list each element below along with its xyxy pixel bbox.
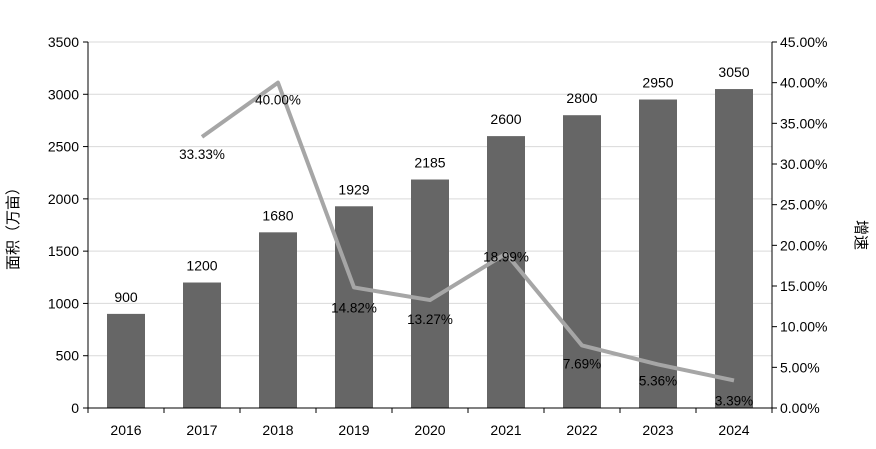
x-tick-label: 2018 (262, 422, 293, 438)
bar-data-label: 1680 (262, 207, 293, 223)
x-tick-label: 2017 (186, 422, 217, 438)
y2-tick-label: 30.00% (780, 156, 827, 172)
y-axis-label: 面积（万亩） (4, 180, 22, 270)
x-tick-label: 2016 (110, 422, 141, 438)
y-tick-label: 500 (56, 348, 80, 364)
x-tick-label: 2022 (566, 422, 597, 438)
y2-tick-label: 15.00% (780, 278, 827, 294)
y-tick-label: 1500 (48, 243, 79, 259)
label-layer: 900 1200 1680 1929 2185 2600 2800 2950 3050 33.33… (114, 64, 753, 408)
y2-tick-label: 20.00% (780, 237, 827, 253)
y2-tick-label: 35.00% (780, 115, 827, 131)
y-tick-label: 2000 (48, 191, 79, 207)
y2-tick-label: 0.00% (780, 400, 820, 416)
line-data-label: 5.36% (639, 373, 677, 388)
x-tick-label: 2021 (490, 422, 521, 438)
bar (563, 115, 601, 408)
bar-data-label: 3050 (718, 64, 749, 80)
line-data-label: 7.69% (563, 356, 601, 371)
y-tick-label: 1000 (48, 295, 79, 311)
bar (259, 232, 297, 408)
y2-tick-label: 5.00% (780, 359, 820, 375)
y2-tick-label: 10.00% (780, 319, 827, 335)
x-tick-label: 2019 (338, 422, 369, 438)
line-data-label: 18.99% (483, 250, 529, 265)
y2-tick-label: 25.00% (780, 197, 827, 213)
y-tick-label: 0 (71, 400, 79, 416)
line-data-label: 40.00% (255, 93, 301, 108)
line-data-label: 33.33% (179, 147, 225, 162)
bar (183, 282, 221, 408)
bar (107, 313, 145, 408)
y-tick-label: 2500 (48, 139, 79, 155)
x-tick-label: 2020 (414, 422, 445, 438)
y2-axis-label: 增速 (852, 220, 870, 250)
axis-layer: 0 500 1000 1500 2000 2500 3000 3500 0.00% 5.00% 10… (48, 34, 828, 438)
bar (639, 99, 677, 408)
y2-tick-label: 40.00% (780, 75, 827, 91)
bar (487, 136, 525, 408)
y-tick-label: 3000 (48, 86, 79, 102)
bar-data-label: 900 (114, 289, 138, 305)
bar (335, 206, 373, 408)
line-data-label: 14.82% (331, 300, 377, 315)
x-tick-label: 2023 (642, 422, 673, 438)
y2-tick-label: 45.00% (780, 34, 827, 50)
bar-data-label: 2800 (566, 90, 597, 106)
bar (715, 89, 753, 409)
bar-data-label: 1929 (338, 181, 369, 197)
bar-data-label: 2185 (414, 155, 445, 171)
y-tick-label: 3500 (48, 34, 79, 50)
line-data-label: 13.27% (407, 312, 453, 327)
line-data-label: 3.39% (715, 393, 753, 408)
line-layer (200, 80, 735, 383)
x-tick-label: 2024 (718, 422, 749, 438)
bar-data-label: 1200 (186, 258, 217, 274)
bar-layer (107, 89, 753, 409)
growth-rate-line (200, 80, 735, 383)
bar-data-label: 2950 (642, 75, 673, 91)
bar-data-label: 2600 (490, 111, 521, 127)
